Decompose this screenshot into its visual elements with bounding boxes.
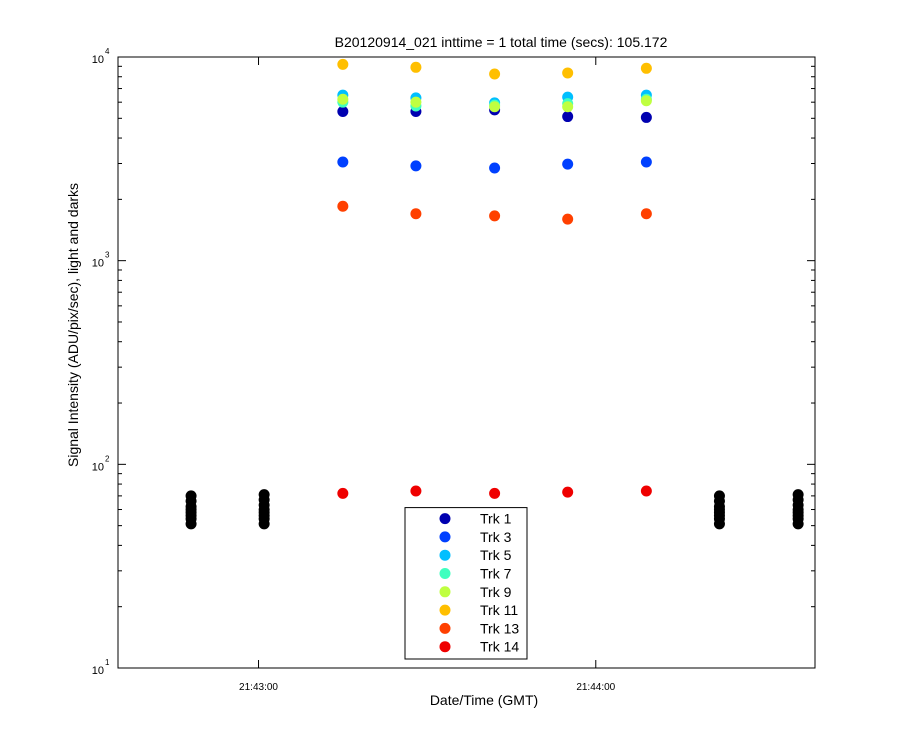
point <box>640 111 652 123</box>
dark-point <box>792 489 804 501</box>
y-tick-label: 10 <box>92 665 104 677</box>
legend-label: Trk 14 <box>480 639 519 655</box>
point <box>640 156 652 168</box>
point <box>410 96 422 108</box>
point <box>410 160 422 172</box>
point <box>337 487 349 499</box>
x-tick-label: 21:44:00 <box>576 682 615 693</box>
point <box>489 162 501 174</box>
point <box>640 95 652 107</box>
point <box>489 68 501 80</box>
point <box>337 200 349 212</box>
legend-marker <box>439 513 451 525</box>
point <box>410 208 422 220</box>
point <box>337 93 349 105</box>
point <box>562 67 574 79</box>
legend <box>404 507 528 660</box>
y-tick-exponent: 3 <box>105 251 110 260</box>
x-axis-label: Date/Time (GMT) <box>430 692 538 708</box>
point <box>337 58 349 70</box>
point <box>489 487 501 499</box>
legend-label: Trk 7 <box>480 566 512 582</box>
dark-point <box>258 489 270 501</box>
point <box>489 210 501 222</box>
point <box>562 486 574 498</box>
point <box>410 485 422 497</box>
y-tick-label: 10 <box>92 258 104 270</box>
chart-title: B20120914_021 inttime = 1 total time (se… <box>335 34 668 50</box>
point <box>562 101 574 113</box>
y-tick-exponent: 4 <box>105 47 110 56</box>
point <box>489 101 501 113</box>
y-tick-label: 10 <box>92 461 104 473</box>
legend-marker <box>439 641 451 653</box>
y-tick-exponent: 1 <box>105 658 110 667</box>
point <box>562 213 574 225</box>
legend-label: Trk 5 <box>480 547 512 563</box>
point <box>337 156 349 168</box>
legend-label: Trk 13 <box>480 620 519 636</box>
legend-marker <box>439 549 451 561</box>
legend-marker <box>439 531 451 543</box>
point <box>410 61 422 73</box>
legend-label: Trk 1 <box>480 511 512 527</box>
legend-marker <box>439 622 451 634</box>
point <box>337 106 349 118</box>
legend-label: Trk 9 <box>480 584 512 600</box>
dark-point <box>185 490 197 502</box>
legend-marker <box>439 586 451 598</box>
point <box>640 62 652 74</box>
legend-label: Trk 3 <box>480 529 512 545</box>
point <box>562 111 574 123</box>
x-tick-label: 21:43:00 <box>239 682 278 693</box>
dark-point <box>713 490 725 502</box>
y-axis-label: Signal Intensity (ADU/pix/sec), light an… <box>65 183 81 467</box>
legend-marker <box>439 604 451 616</box>
point <box>640 208 652 220</box>
point <box>562 158 574 170</box>
point <box>640 485 652 497</box>
legend-label: Trk 11 <box>480 602 518 618</box>
legend-marker <box>439 568 451 579</box>
y-tick-label: 10 <box>92 54 104 66</box>
y-tick-exponent: 2 <box>105 454 110 463</box>
